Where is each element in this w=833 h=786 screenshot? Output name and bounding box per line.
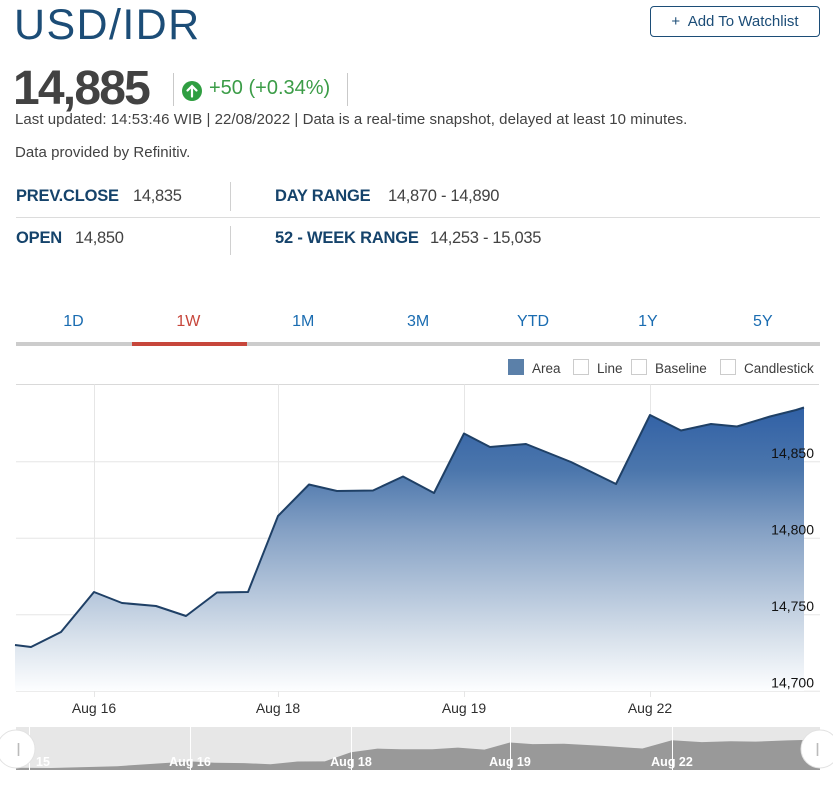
svg-text:14,750: 14,750 <box>771 598 814 614</box>
svg-text:Aug 22: Aug 22 <box>651 755 693 769</box>
svg-text:Aug 16: Aug 16 <box>72 700 117 716</box>
svg-text:Aug 19: Aug 19 <box>489 755 531 769</box>
svg-text:15: 15 <box>36 755 50 769</box>
svg-text:14,850: 14,850 <box>771 445 814 461</box>
svg-text:Aug 18: Aug 18 <box>256 700 301 716</box>
svg-text:Aug 18: Aug 18 <box>330 755 372 769</box>
svg-text:Aug 19: Aug 19 <box>442 700 487 716</box>
svg-text:Aug 22: Aug 22 <box>628 700 673 716</box>
svg-text:Aug 16: Aug 16 <box>169 755 211 769</box>
svg-text:14,700: 14,700 <box>771 675 814 691</box>
svg-text:14,800: 14,800 <box>771 522 814 538</box>
